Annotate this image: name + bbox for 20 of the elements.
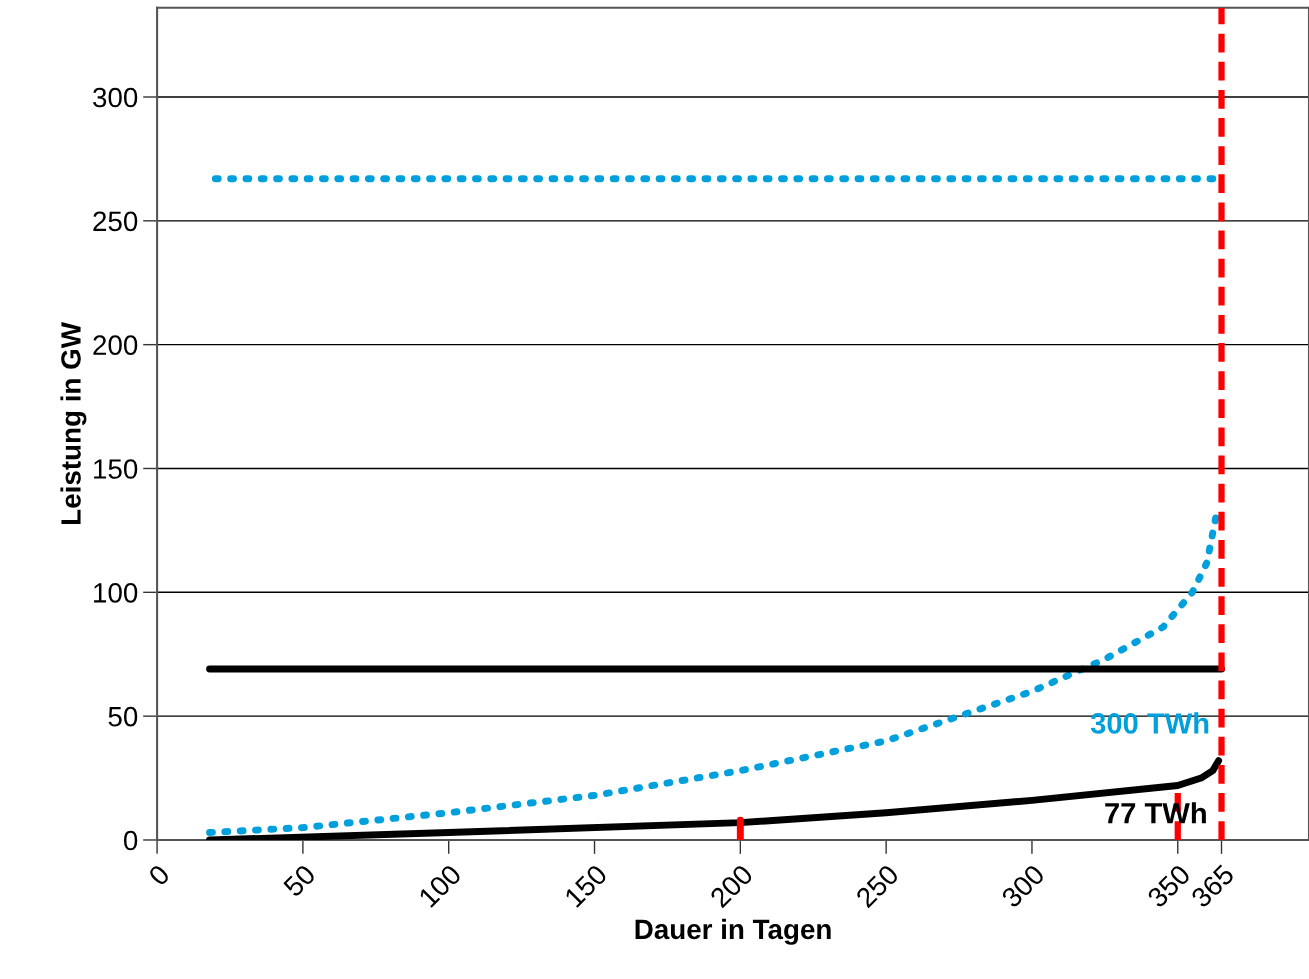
y-tick-label: 50	[108, 706, 138, 727]
x-tick-label: 365	[1190, 863, 1236, 909]
x-tick-label: 150	[563, 863, 609, 908]
y-tick-label: 300	[93, 87, 138, 108]
x-tick-label: 300	[1000, 863, 1046, 909]
x-tick-label: 0	[147, 863, 171, 887]
x-tick-label: 50	[282, 863, 317, 898]
y-axis-title: Leistung in GW	[60, 322, 87, 524]
x-tick-label: 250	[854, 863, 900, 909]
annotation: 77 TWh	[1105, 802, 1206, 824]
y-tick-label: 100	[94, 582, 138, 603]
y-tick-label: 250	[93, 211, 138, 232]
x-tick-label: 350	[1146, 863, 1192, 909]
y-tick-label: 150	[94, 459, 138, 479]
x-axis-title: Dauer in Tagen	[635, 918, 831, 945]
x-tick-label: 200	[709, 863, 754, 909]
annotation: 300 TWh	[1090, 712, 1209, 734]
y-tick-label: 200	[93, 335, 138, 355]
x-tick-label: 100	[417, 863, 463, 908]
y-tick-label: 0	[123, 830, 138, 851]
